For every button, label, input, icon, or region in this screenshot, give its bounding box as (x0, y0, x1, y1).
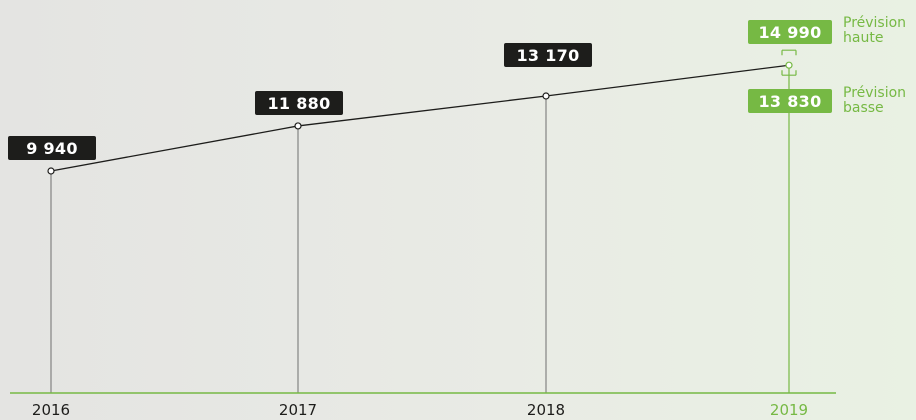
point-forecast (785, 61, 793, 69)
x-tick-2018: 2018 (527, 401, 565, 419)
x-tick-2017: 2017 (279, 401, 317, 419)
forecast-high-note-line2: haute (843, 30, 883, 46)
value-label-box-2017 (255, 91, 343, 115)
forecast-high-bracket (781, 49, 797, 56)
value-label-2017: 11 880 (267, 94, 330, 113)
value-label-2016: 9 940 (26, 139, 78, 158)
forecast-low-note-line2: basse (843, 100, 884, 116)
forecast-low-bracket (781, 70, 797, 76)
value-label-2018: 13 170 (516, 46, 579, 65)
forecast-low-box (748, 89, 832, 113)
forecast-low-label: 13 830 (758, 92, 821, 111)
value-label-box-2018 (504, 43, 592, 67)
x-tick-2016: 2016 (32, 401, 70, 419)
forecast-high-box (748, 20, 832, 44)
forecast-high-note-line1: Prévision (843, 15, 906, 31)
x-tick-2019: 2019 (770, 401, 808, 419)
series-line (50, 64, 790, 172)
forecast-low-note-line1: Prévision (843, 85, 906, 101)
forecast-high-label: 14 990 (758, 23, 821, 42)
point-2017 (294, 122, 302, 130)
point-2018 (542, 92, 550, 100)
value-label-box-2016 (8, 136, 96, 160)
point-2016 (47, 167, 55, 175)
